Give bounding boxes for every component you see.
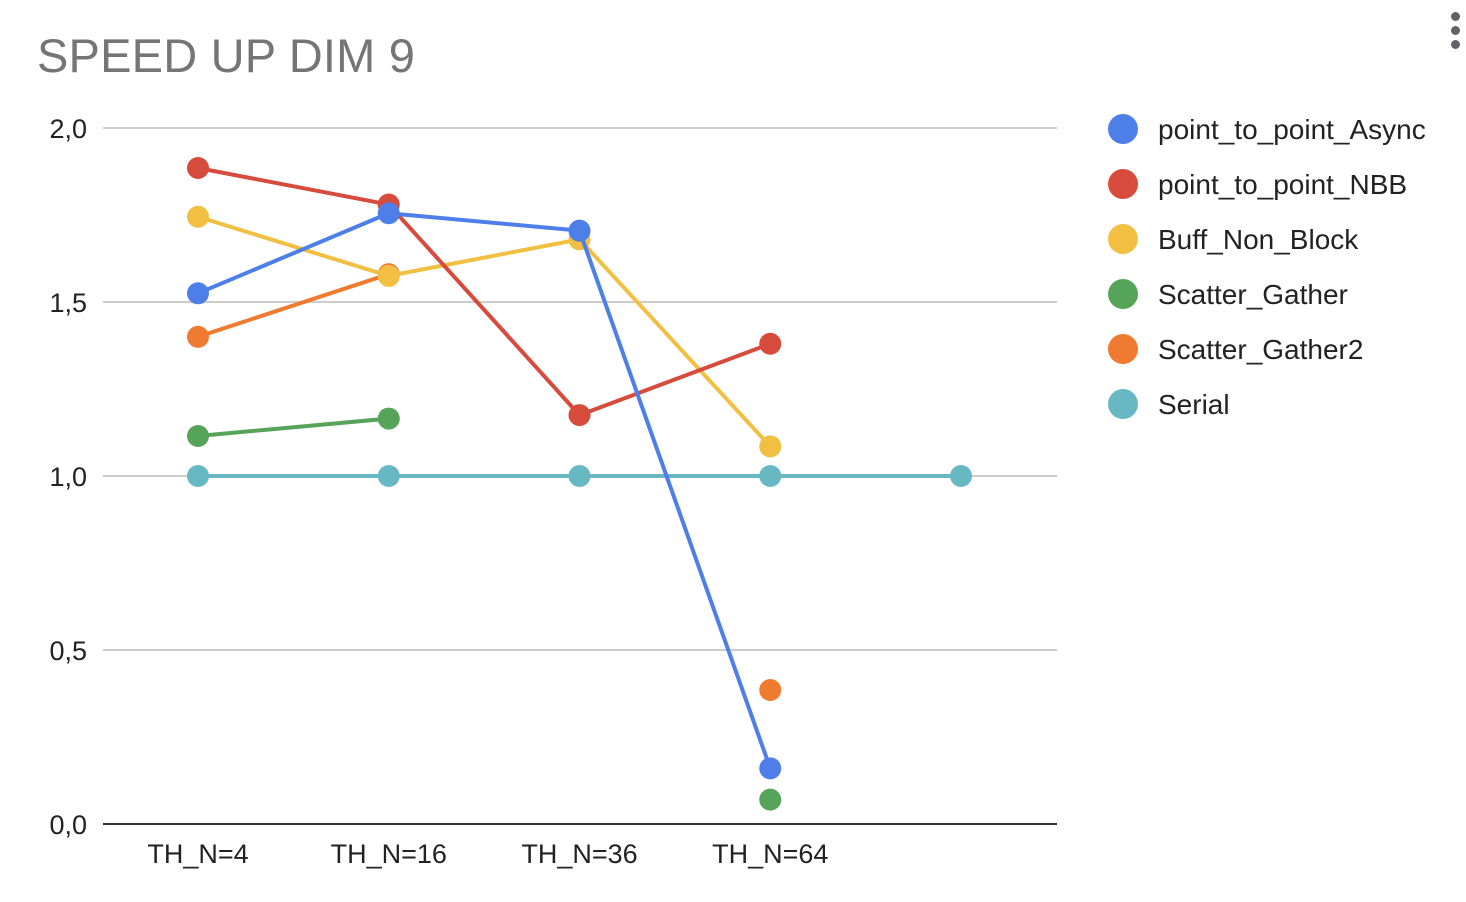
data-point <box>187 325 209 348</box>
legend: point_to_point_Async point_to_point_NBB Bu… <box>1108 114 1426 420</box>
data-point <box>759 332 782 355</box>
x-axis-ticks: TH_N=4 TH_N=16 TH_N=36 TH_N=64 <box>147 839 828 869</box>
data-point <box>377 264 400 287</box>
legend-marker <box>1108 334 1138 364</box>
data-point <box>759 788 782 811</box>
y-tick-label: 2,0 <box>49 114 87 144</box>
data-point <box>187 282 209 305</box>
data-point <box>377 407 400 430</box>
data-point <box>568 465 591 487</box>
legend-label: point_to_point_NBB <box>1158 169 1407 200</box>
x-tick-label: TH_N=64 <box>712 839 828 869</box>
data-point <box>187 157 209 180</box>
x-tick-label: TH_N=36 <box>521 839 637 869</box>
legend-item[interactable]: Buff_Non_Block <box>1108 224 1359 255</box>
data-point <box>187 205 209 228</box>
legend-marker <box>1108 169 1138 199</box>
series-line-segment <box>577 237 773 449</box>
legend-item[interactable]: Serial <box>1108 389 1230 420</box>
x-tick-label: TH_N=4 <box>147 839 248 869</box>
data-point <box>950 465 972 487</box>
data-point <box>759 679 782 702</box>
data-point <box>187 465 209 487</box>
data-point <box>759 435 782 458</box>
series-line-segment <box>196 272 391 339</box>
more-options-button[interactable] <box>1441 10 1466 50</box>
legend-label: point_to_point_Async <box>1158 114 1426 145</box>
legend-marker <box>1108 279 1138 309</box>
y-tick-label: 1,0 <box>49 462 87 492</box>
data-point <box>187 424 209 447</box>
legend-item[interactable]: point_to_point_Async <box>1108 114 1426 145</box>
x-tick-label: TH_N=16 <box>331 839 447 869</box>
legend-marker <box>1108 224 1138 254</box>
series-line-segment <box>386 211 582 233</box>
legend-label: Scatter_Gather <box>1158 279 1348 310</box>
data-point <box>377 202 400 225</box>
data-point <box>759 465 782 487</box>
legend-item[interactable]: Scatter_Gather2 <box>1108 334 1363 365</box>
data-point <box>568 404 591 427</box>
data-point <box>568 219 591 242</box>
legend-item[interactable]: point_to_point_NBB <box>1108 169 1407 200</box>
series-Scatter_Gather2 <box>187 263 782 702</box>
series-line-segment <box>196 416 391 438</box>
more-vert-icon <box>1451 26 1460 35</box>
y-tick-label: 1,5 <box>49 288 87 318</box>
series-layer <box>187 157 972 811</box>
series-line-segment <box>386 237 582 278</box>
data-point <box>377 465 400 487</box>
series-point_to_point_Async <box>187 202 782 780</box>
series-Scatter_Gather <box>187 407 782 811</box>
y-axis-ticks: 0,0 0,5 1,0 1,5 2,0 <box>49 114 87 840</box>
legend-label: Buff_Non_Block <box>1158 224 1359 255</box>
series-Serial <box>187 465 972 487</box>
more-vert-icon <box>1451 40 1460 49</box>
legend-marker <box>1108 114 1138 144</box>
series-line-segment <box>196 211 391 296</box>
legend-item[interactable]: Scatter_Gather <box>1108 279 1348 310</box>
legend-label: Serial <box>1158 389 1230 420</box>
more-vert-icon <box>1451 12 1460 21</box>
chart-title: SPEED UP DIM 9 <box>37 29 416 82</box>
legend-label: Scatter_Gather2 <box>1158 334 1363 365</box>
y-tick-label: 0,0 <box>49 810 87 840</box>
series-point_to_point_NBB <box>187 157 782 427</box>
data-point <box>759 757 782 780</box>
series-line-segment <box>577 228 773 771</box>
y-tick-label: 0,5 <box>49 636 87 666</box>
legend-marker <box>1108 389 1138 419</box>
series-line-segment <box>196 214 391 278</box>
series-Buff_Non_Block <box>187 205 782 458</box>
series-line-segment <box>386 202 582 418</box>
series-line-segment <box>196 166 391 207</box>
series-line-segment <box>577 341 773 418</box>
